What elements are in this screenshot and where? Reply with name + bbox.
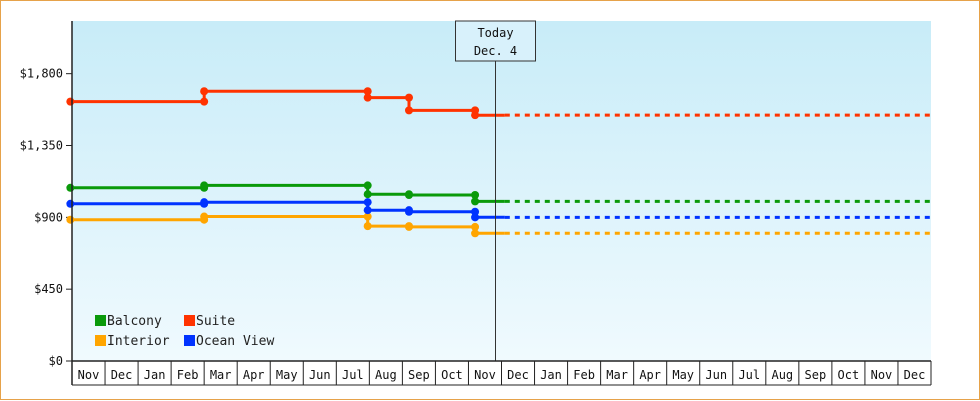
data-point (404, 93, 413, 102)
series-balcony (66, 181, 931, 206)
data-point (471, 222, 480, 231)
data-point (363, 181, 372, 190)
x-tick-label: Dec (904, 368, 926, 382)
data-point (66, 97, 75, 106)
x-tick-label: Feb (177, 368, 199, 382)
y-tick-label: $1,350 (20, 139, 63, 153)
x-tick-label: Nov (871, 368, 893, 382)
x-tick-label: Aug (375, 368, 397, 382)
today-box (455, 20, 536, 62)
today-label: Today (477, 26, 513, 40)
data-point (66, 199, 75, 208)
data-point (471, 229, 480, 238)
data-point (200, 97, 209, 106)
x-tick-label: Nov (474, 368, 496, 382)
data-point (404, 190, 413, 199)
series-suite (66, 87, 931, 120)
data-point (200, 212, 209, 221)
legend-label: Interior (107, 334, 170, 349)
x-tick-label: Jan (540, 368, 562, 382)
x-tick-label: Jan (144, 368, 166, 382)
data-point (363, 198, 372, 207)
x-tick-label: Oct (441, 368, 463, 382)
x-tick-label: Sep (408, 368, 430, 382)
data-point (363, 212, 372, 221)
legend-swatch (184, 315, 195, 326)
legend-label: Ocean View (196, 334, 274, 349)
legend-swatch (95, 315, 106, 326)
data-point (471, 213, 480, 222)
data-point (404, 106, 413, 115)
data-point (363, 93, 372, 102)
y-tick-label: $1,800 (20, 67, 63, 81)
x-tick-label: May (672, 368, 694, 382)
today-date: Dec. 4 (474, 44, 517, 58)
x-tick-label: Oct (838, 368, 860, 382)
x-tick-label: Aug (771, 368, 793, 382)
legend-swatch (95, 335, 106, 346)
data-point (404, 207, 413, 216)
series-ocean-view (66, 198, 931, 222)
legend-item: Ocean View (184, 334, 274, 349)
legend-label: Balcony (107, 314, 162, 329)
x-tick-label: Feb (573, 368, 595, 382)
data-point (200, 87, 209, 96)
legend-item: Suite (184, 314, 235, 329)
legend-item: Balcony (95, 314, 162, 329)
data-point (363, 222, 372, 231)
y-tick-label: $0 (49, 354, 63, 368)
x-tick-label: Jul (342, 368, 364, 382)
data-point (471, 207, 480, 216)
data-point (363, 190, 372, 199)
x-tick-label: Sep (805, 368, 827, 382)
data-point (66, 215, 75, 224)
data-point (471, 190, 480, 199)
data-point (471, 197, 480, 206)
data-point (200, 181, 209, 190)
plot-area (72, 21, 931, 361)
x-tick-label: Jun (705, 368, 727, 382)
data-point (471, 111, 480, 120)
legend-swatch (184, 335, 195, 346)
data-point (404, 222, 413, 231)
x-tick-label: Apr (639, 368, 661, 382)
x-tick-label: Nov (78, 368, 100, 382)
data-point (66, 183, 75, 192)
data-point (363, 87, 372, 96)
x-tick-label: May (276, 368, 298, 382)
x-tick-label: Mar (210, 368, 232, 382)
y-tick-label: $450 (34, 282, 63, 296)
legend-label: Suite (196, 314, 235, 329)
x-tick-label: Jun (309, 368, 331, 382)
legend-item: Interior (95, 334, 170, 349)
data-point (363, 206, 372, 215)
x-tick-label: Mar (606, 368, 628, 382)
data-point (200, 198, 209, 207)
y-tick-label: $900 (34, 210, 63, 224)
x-tick-label: Jul (738, 368, 760, 382)
x-tick-label: Dec (507, 368, 529, 382)
x-tick-label: Dec (111, 368, 133, 382)
x-tick-label: Apr (243, 368, 265, 382)
